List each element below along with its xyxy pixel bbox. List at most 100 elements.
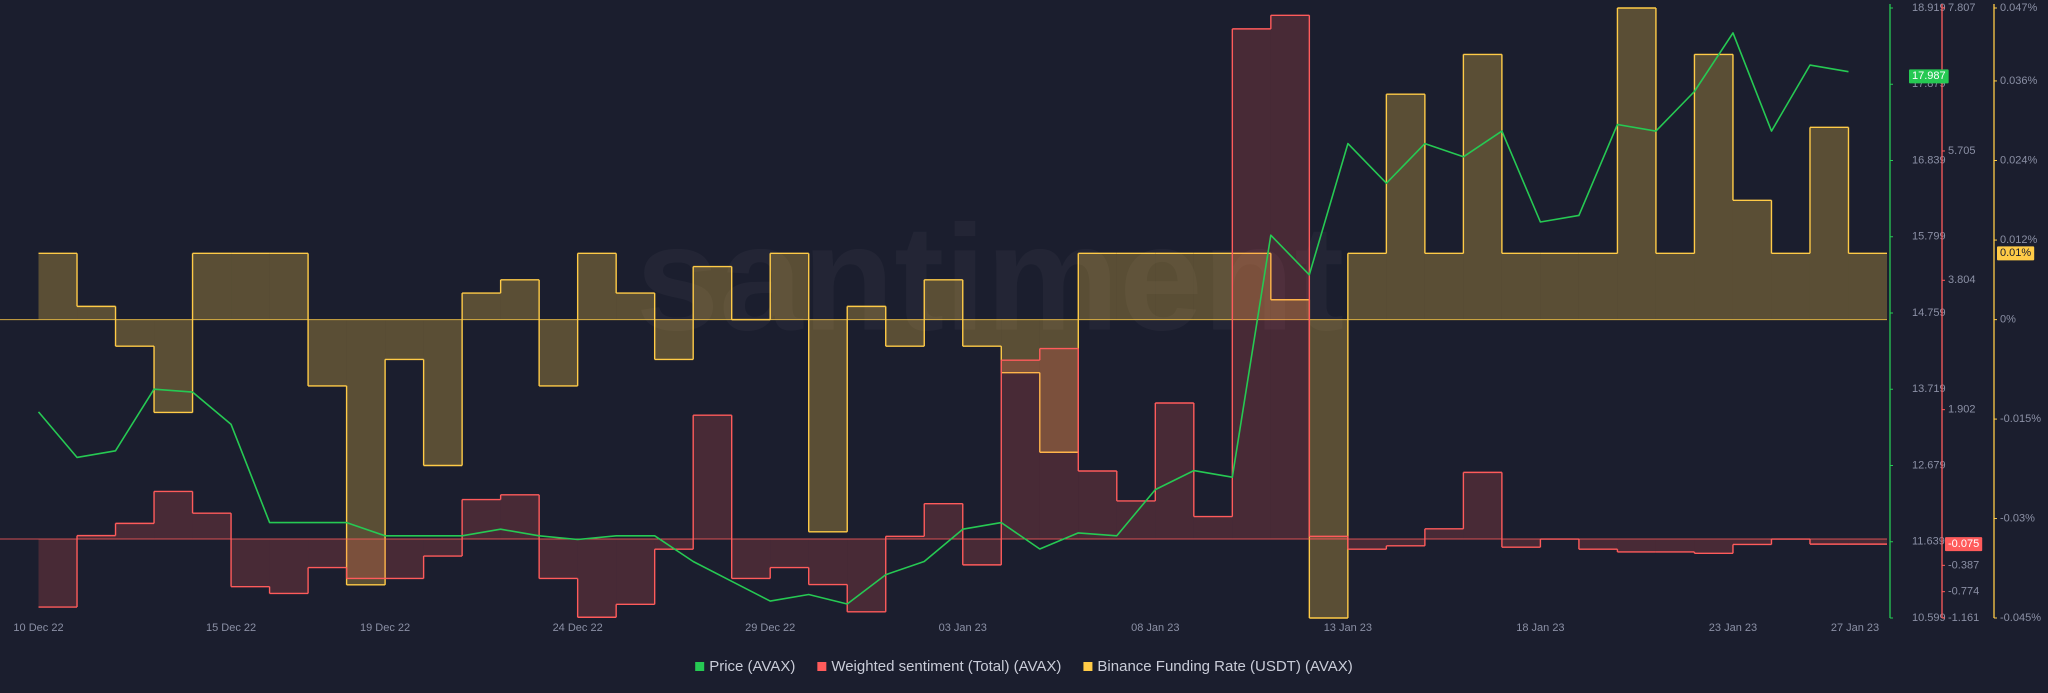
y-tick-label: -1.161: [1948, 612, 1979, 624]
step-area: [1578, 253, 1618, 320]
x-tick-label: 24 Dec 22: [553, 622, 603, 634]
step-area: [423, 539, 463, 557]
y-tick-label: 1.902: [1948, 404, 1976, 416]
legend-label: Binance Funding Rate (USDT) (AVAX): [1097, 658, 1352, 675]
step-area: [1347, 539, 1387, 550]
step-area: [1617, 8, 1656, 320]
step-area: [1848, 539, 1887, 545]
step-area: [847, 539, 886, 612]
step-area: [154, 319, 193, 413]
step-area: [1155, 253, 1194, 320]
badge-bg: [1945, 537, 1983, 552]
badge-label: -0.075: [1948, 538, 1979, 550]
y-tick-label: 5.705: [1948, 145, 1976, 157]
step-area: [154, 491, 193, 540]
step-area: [1463, 472, 1502, 540]
axes: 10 Dec 22 15 Dec 22 19 Dec 22 24 Dec 22 29 D…: [13, 2, 2041, 634]
step-area: [192, 513, 232, 540]
y-tick-label: 18.919: [1912, 2, 1946, 14]
step-area: [577, 253, 617, 320]
step-area: [924, 503, 963, 540]
x-tick-label: 10 Dec 22: [13, 622, 63, 634]
step-area: [1001, 319, 1040, 373]
step-area: [308, 539, 347, 568]
step-area: [1732, 200, 1772, 320]
step-area: [385, 319, 424, 360]
step-area: [500, 494, 540, 540]
x-tick-label: 23 Jan 23: [1709, 622, 1757, 634]
step-area: [654, 319, 694, 360]
step-area: [1116, 253, 1156, 320]
step-area: [654, 539, 694, 550]
last-value-badge: 17.987: [1909, 69, 1949, 84]
legend-swatch: [1083, 662, 1093, 671]
step-area: [346, 319, 386, 585]
step-area: [1309, 536, 1348, 540]
y-tick-label: 3.804: [1948, 274, 1976, 286]
step-area: [231, 253, 270, 320]
y-tick-label: 0.024%: [2000, 154, 2038, 166]
y-tick-label: 11.639: [1912, 536, 1945, 548]
step-area: [1732, 539, 1772, 545]
y-tick-label: -0.774: [1948, 586, 1979, 598]
step-area: [308, 319, 347, 386]
step-area: [1424, 253, 1464, 320]
step-area: [1386, 539, 1425, 546]
x-tick-label: 19 Dec 22: [360, 622, 410, 634]
badge-bg: [1997, 246, 2035, 261]
step-area: [1694, 539, 1733, 554]
y-tick-label: 14.759: [1912, 307, 1946, 319]
x-tick-label: 29 Dec 22: [745, 622, 795, 634]
step-area: [346, 539, 386, 579]
step-area: [616, 539, 655, 605]
step-area: [1193, 516, 1233, 540]
step-area: [693, 266, 732, 320]
x-tick-label: 08 Jan 23: [1131, 622, 1179, 634]
y-tick-label: -0.387: [1948, 559, 1979, 571]
step-area: [115, 523, 155, 540]
y-tick-label: -0.015%: [2000, 413, 2041, 425]
x-tick-label: 27 Jan 23: [1831, 622, 1879, 634]
step-area: [731, 539, 771, 579]
y-tick-label: -0.045%: [2000, 612, 2041, 624]
badge-label: 17.987: [1912, 70, 1946, 82]
step-area: [1578, 539, 1618, 550]
legend-item: Weighted sentiment (Total) (AVAX): [817, 658, 1061, 675]
step-area: [385, 539, 424, 579]
y-tick-label: 13.719: [1912, 383, 1946, 395]
step-area: [1001, 360, 1040, 540]
y-tick-label: 0.012%: [2000, 234, 2038, 246]
legend-swatch: [817, 662, 827, 671]
step-area: [1270, 15, 1310, 540]
step-area: [192, 253, 232, 320]
step-area: [1540, 253, 1579, 320]
step-area: [1848, 253, 1887, 320]
step-area: [1617, 539, 1656, 552]
step-area: [1116, 500, 1156, 540]
step-area: [1232, 253, 1271, 320]
last-value-badge: 0.01%: [1997, 246, 2035, 261]
step-area: [1386, 94, 1425, 320]
step-area: [885, 319, 925, 347]
legend-item: Price (AVAX): [695, 658, 795, 675]
y-tick-label: 0.036%: [2000, 75, 2038, 87]
badge-label: 0.01%: [2000, 247, 2031, 259]
step-area: [693, 415, 732, 540]
step-area: [1078, 471, 1117, 540]
step-area: [1078, 253, 1117, 320]
legend-swatch: [695, 662, 705, 671]
step-area: [38, 539, 78, 608]
step-area: [770, 539, 809, 568]
x-tick-label: 13 Jan 23: [1324, 622, 1372, 634]
x-tick-label: 15 Dec 22: [206, 622, 256, 634]
step-area: [962, 319, 1002, 347]
y-tick-label: 0%: [2000, 314, 2016, 326]
step-area: [539, 319, 578, 386]
y-tick-label: 15.799: [1912, 231, 1946, 243]
step-area: [539, 539, 578, 579]
step-area: [1501, 253, 1541, 320]
step-area: [231, 539, 270, 587]
step-area: [1039, 348, 1079, 540]
